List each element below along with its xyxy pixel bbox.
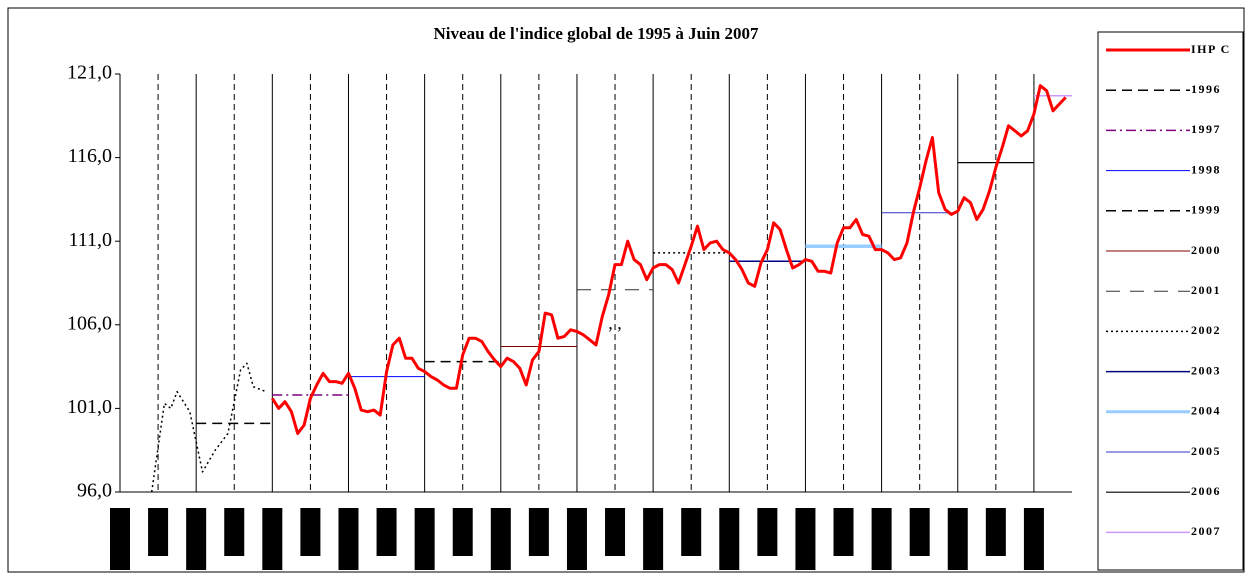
y-tick-label: 111,0	[68, 229, 112, 251]
legend-label: 2007	[1191, 524, 1221, 538]
axis-block	[262, 508, 283, 570]
axis-block	[1023, 508, 1044, 570]
y-tick-label: 121,0	[67, 62, 112, 84]
legend-label: 1998	[1191, 162, 1221, 176]
axis-block	[490, 508, 511, 570]
axis-block	[909, 508, 930, 556]
legend-label: 2001	[1191, 283, 1221, 297]
axis-block	[871, 508, 892, 570]
y-tick-label: 96,0	[77, 480, 112, 502]
axis-block	[833, 508, 854, 556]
axis-block	[148, 508, 169, 556]
line-series	[271, 84, 1067, 435]
legend-label: 2004	[1191, 404, 1221, 418]
y-tick-label: 101,0	[67, 396, 112, 418]
legend-label: 1997	[1191, 122, 1221, 136]
axis-block	[566, 508, 587, 570]
axis-block	[757, 508, 778, 556]
axis-block	[795, 508, 816, 570]
axis-block	[985, 508, 1006, 556]
axis-block	[414, 508, 435, 570]
axis-block	[719, 508, 740, 570]
axis-block	[224, 508, 245, 556]
legend-label: 2006	[1191, 484, 1221, 498]
line-series	[150, 362, 267, 493]
legend-label: 2000	[1191, 243, 1221, 257]
y-tick-label: 106,0	[67, 312, 112, 334]
axis-block	[947, 508, 968, 570]
axis-block	[186, 508, 207, 570]
axis-block	[376, 508, 397, 556]
axis-block	[528, 508, 549, 556]
axis-block	[452, 508, 473, 556]
axis-block	[605, 508, 626, 556]
legend-label: 2005	[1191, 444, 1221, 458]
annotation: , ,	[608, 313, 622, 333]
legend-label: 1996	[1191, 82, 1221, 96]
legend-label: IHP C	[1191, 42, 1231, 56]
legend-box	[1097, 31, 1244, 571]
axis-block	[338, 508, 359, 570]
axis-block	[110, 508, 130, 570]
legend-label: 1999	[1191, 203, 1221, 217]
axis-block	[681, 508, 702, 556]
axis-block	[300, 508, 321, 556]
axis-block	[643, 508, 664, 570]
y-tick-label: 116,0	[68, 145, 112, 167]
legend-label: 2002	[1191, 323, 1221, 337]
legend-label: 2003	[1191, 363, 1221, 377]
chart-title: Niveau de l'indice global de 1995 à Juin…	[434, 24, 759, 43]
